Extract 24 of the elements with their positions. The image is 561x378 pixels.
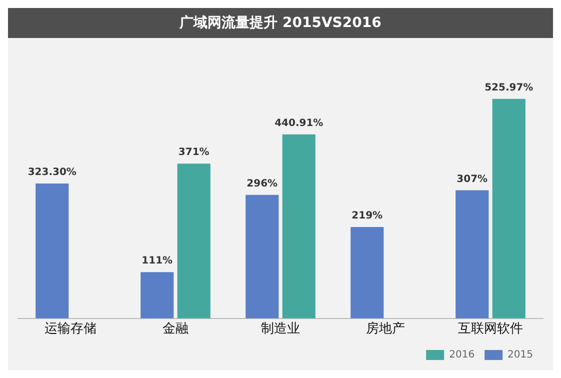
bar [456, 190, 489, 318]
data-label: 111% [142, 256, 173, 267]
x-tick-label: 互联网软件 [458, 322, 523, 337]
bar [140, 272, 174, 318]
bar [177, 164, 210, 318]
bar [282, 134, 316, 318]
data-label: 525.97% [484, 82, 534, 94]
bar [246, 194, 279, 318]
data-label: 307% [456, 174, 488, 185]
bar [492, 98, 526, 318]
legend-label: 2015 [508, 350, 534, 361]
data-label: 219% [352, 210, 383, 222]
bar [36, 183, 69, 318]
data-label: 296% [246, 178, 278, 190]
x-tick-label: 房地产 [366, 320, 405, 337]
legend-label: 2016 [449, 350, 475, 361]
x-tick-label: 制造业 [261, 322, 300, 337]
data-label: 371% [178, 147, 210, 158]
bar [350, 227, 384, 318]
chart-title: 广域网流量提升 2015VS2016 [8, 8, 553, 38]
x-tick-label: 运输存储 [44, 322, 96, 337]
data-label: 440.91% [274, 118, 324, 129]
x-tick-label: 金融 [162, 322, 188, 337]
data-label: 323.30% [28, 167, 76, 178]
